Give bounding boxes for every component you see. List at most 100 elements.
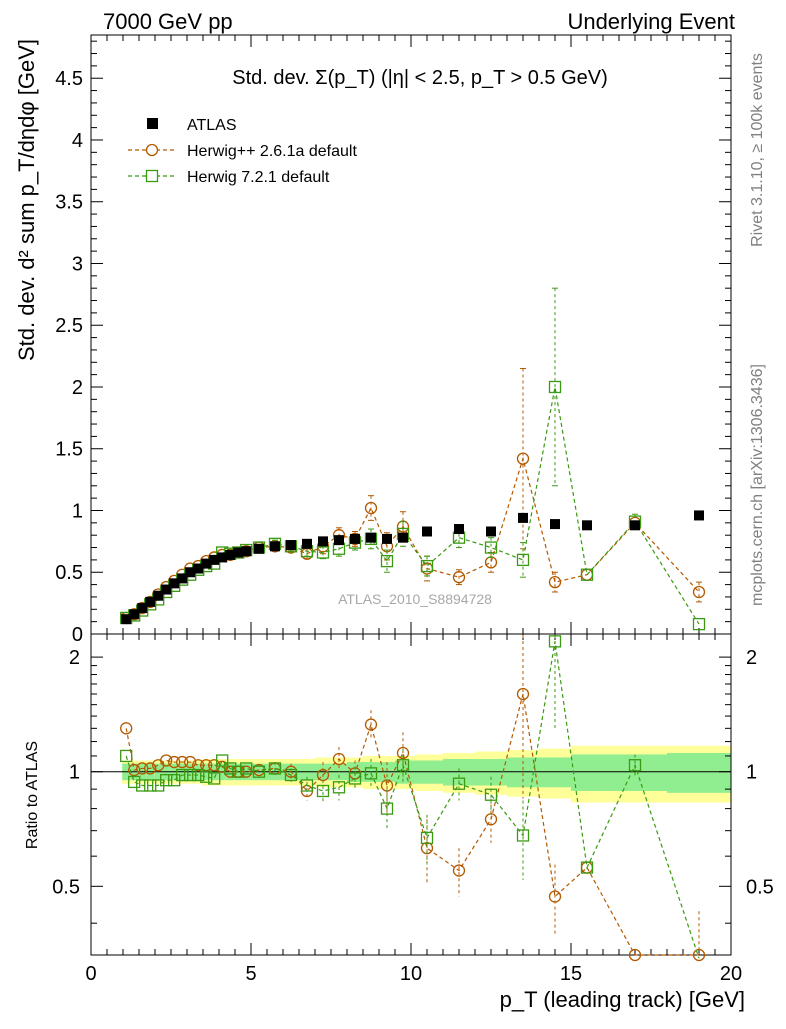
atlas-point <box>145 596 156 607</box>
series-line <box>126 386 700 625</box>
atlas-point <box>270 541 280 552</box>
main-data-points <box>120 287 706 631</box>
ratio-tick-label: 2 <box>69 647 80 669</box>
ratio-point <box>176 755 189 769</box>
ratio-point <box>224 762 237 775</box>
y-axis-label: Std. dev. d² sum p_T/dηdφ [GeV] <box>14 39 39 361</box>
data-point <box>316 546 330 559</box>
axis-ticks: 0 5 10 15 20 0 0.5 1 1.5 2 2.5 3 3.5 4 4.5 0.5 0.5 1 1 2 2 <box>52 35 774 985</box>
atlas-point <box>161 584 172 595</box>
atlas-point <box>694 510 704 521</box>
legend-atlas-label: ATLAS <box>187 117 237 134</box>
ratio-point <box>452 777 466 790</box>
ratio-point <box>144 762 157 775</box>
ratio-point <box>548 890 562 903</box>
x-tick-label: 5 <box>245 963 256 985</box>
ratio-tick-label-right: 1 <box>746 762 757 784</box>
data-point <box>548 575 562 589</box>
ratio-point <box>160 774 173 787</box>
ratio-point <box>332 781 346 794</box>
atlas-point <box>153 590 164 601</box>
ratio-point <box>300 779 314 792</box>
atlas-point <box>217 552 228 563</box>
legend-herwig7-label: Herwig 7.2.1 default <box>187 169 330 186</box>
y-tick-label: 1.5 <box>55 439 83 461</box>
ratio-point <box>484 788 498 801</box>
series-line <box>125 456 700 619</box>
atlas-point <box>241 546 252 557</box>
atlas-point <box>486 526 496 537</box>
atlas-point <box>318 536 328 547</box>
data-point <box>484 541 498 554</box>
y-tick-label: 0 <box>72 624 83 646</box>
mcplots-label: mcplots.cern.ch [arXiv:1306.3436] <box>749 364 766 606</box>
ratio-point <box>452 864 466 877</box>
legend-atlas-marker <box>147 118 158 129</box>
atlas-point <box>129 609 140 620</box>
ratio-point <box>120 749 133 763</box>
ratio-point <box>128 775 141 789</box>
data-point <box>380 554 394 568</box>
ratio-point <box>192 759 205 772</box>
ratio-point <box>628 948 642 962</box>
legend-herwig-pp-label: Herwig++ 2.6.1a default <box>187 143 357 160</box>
atlas-point <box>382 533 392 544</box>
ratio-point <box>580 861 594 874</box>
atlas-point <box>121 614 132 625</box>
series-ratio-line <box>125 641 700 959</box>
atlas-point <box>350 533 360 544</box>
ratio-point <box>232 765 245 778</box>
atlas-point <box>185 567 196 578</box>
atlas-point <box>286 540 296 551</box>
band-inner <box>475 758 507 786</box>
ratio-point <box>692 948 706 962</box>
ratio-point <box>144 779 157 792</box>
ratio-point <box>332 752 346 766</box>
data-point <box>692 585 706 599</box>
plot-title: Std. dev. Σ(p_T) (|η| < 2.5, p_T > 0.5 G… <box>232 67 608 89</box>
ratio-point <box>184 755 197 769</box>
atlas-point <box>630 520 640 531</box>
atlas-point <box>225 549 236 560</box>
data-point <box>516 553 530 567</box>
atlas-point <box>334 535 344 546</box>
ratio-point <box>184 768 197 782</box>
ratio-point <box>240 762 253 775</box>
ratio-point <box>200 770 213 783</box>
ratio-point <box>136 779 149 792</box>
y-tick-label: 0.5 <box>55 562 83 584</box>
ratio-point <box>208 772 221 785</box>
atlas-point <box>518 512 528 523</box>
atlas-point <box>422 526 432 537</box>
legend-herwig-pp-marker <box>145 143 159 157</box>
x-tick-label: 10 <box>400 963 422 985</box>
atlas-point <box>398 532 408 543</box>
data-point <box>580 568 594 581</box>
data-point <box>548 380 562 394</box>
x-tick-label: 20 <box>720 963 742 985</box>
data-point <box>516 452 530 465</box>
header-energy: 7000 GeV pp <box>103 9 233 34</box>
band-inner <box>667 752 731 793</box>
atlas-point <box>137 603 148 614</box>
atlas-point <box>177 573 188 584</box>
y-tick-label: 1 <box>72 500 83 522</box>
ratio-point <box>136 762 149 775</box>
band-inner <box>539 757 571 788</box>
data-point <box>692 617 706 631</box>
ratio-data-points <box>120 635 706 962</box>
band-inner <box>611 754 667 791</box>
ratio-point <box>176 768 189 782</box>
ratio-point <box>396 746 410 760</box>
atlas-point <box>209 554 220 565</box>
y-tick-label: 3.5 <box>55 192 83 214</box>
ratio-point <box>516 829 530 842</box>
legend: ATLAS Herwig++ 2.6.1a default Herwig 7.2… <box>128 117 357 186</box>
x-axis-label: p_T (leading track) [GeV] <box>500 987 745 1012</box>
ratio-tick-label-right: 2 <box>746 647 757 669</box>
y-tick-label: 2 <box>72 377 83 399</box>
ratio-point <box>348 772 362 785</box>
y-tick-label: 4.5 <box>55 68 83 90</box>
